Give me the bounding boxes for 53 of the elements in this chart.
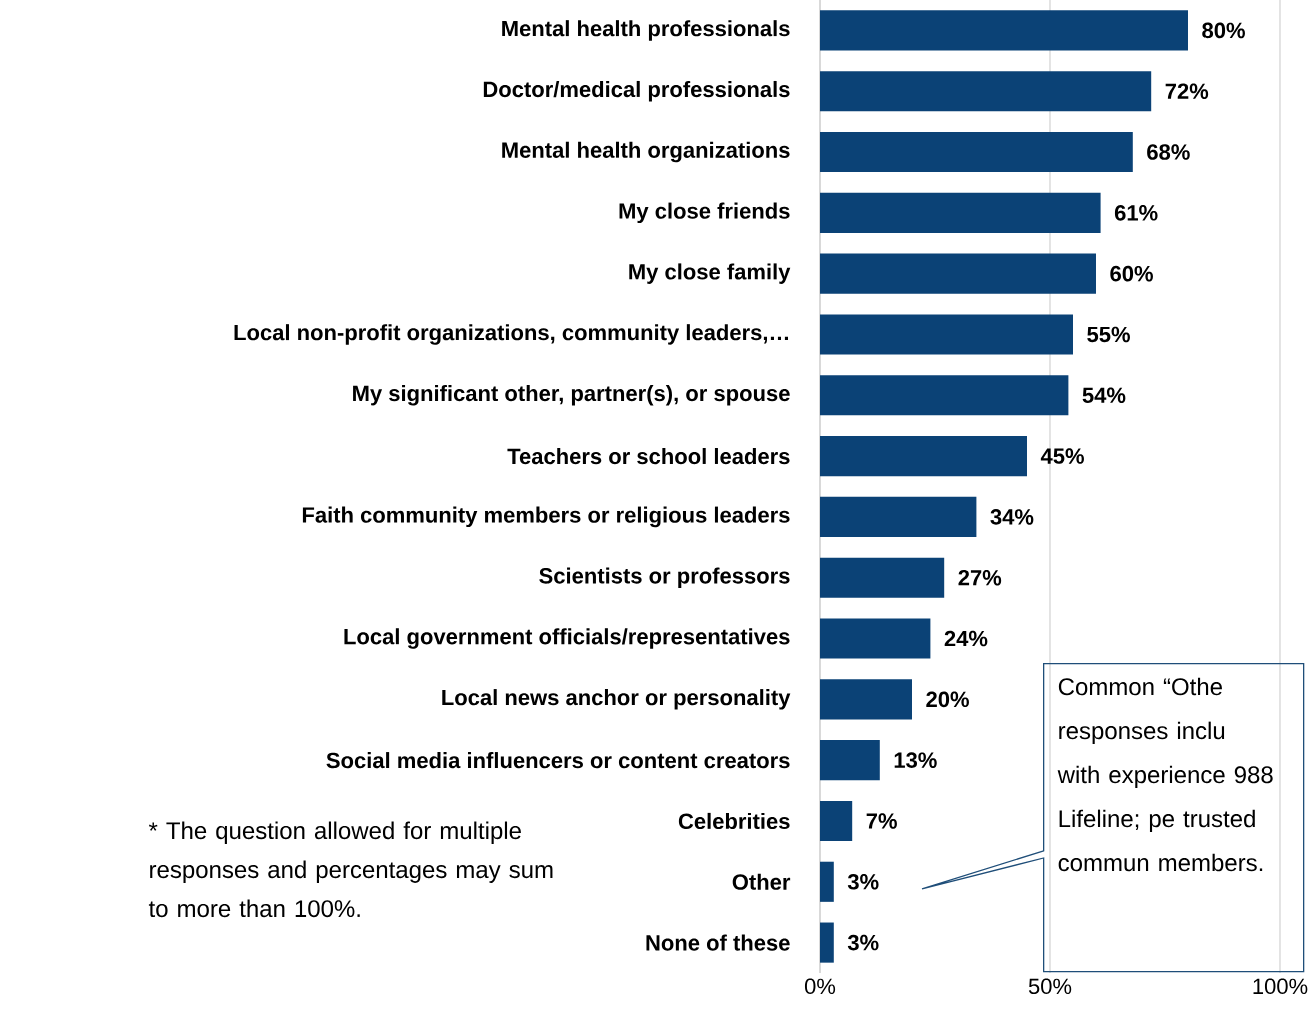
data-label: 55% — [1087, 326, 1130, 343]
y-tick-label: Teachers or school leaders — [507, 448, 790, 465]
data-label: 45% — [1040, 448, 1084, 464]
text: * The question allowed for multiple responses and percentages may sum to more than 100%. — [148, 821, 553, 918]
data-label: 61% — [1114, 205, 1158, 221]
bar — [820, 740, 880, 781]
y-tick-label: Social media influencers or content creators — [326, 752, 790, 769]
y-tick-label: My close family — [629, 263, 791, 284]
bar — [820, 436, 1027, 477]
y-tick-label: Mental health professionals — [502, 20, 790, 41]
bar — [820, 861, 834, 902]
data-label: 7% — [866, 813, 897, 829]
data-label: 68% — [1147, 144, 1190, 160]
y-tick-label: Doctor/medical professionals — [483, 80, 790, 102]
bar — [820, 314, 1073, 355]
data-label: 24% — [944, 630, 988, 647]
y-tick-label: Scientists or professors — [539, 567, 790, 588]
bar — [820, 679, 912, 720]
bar — [820, 192, 1101, 233]
data-label: 72% — [1165, 83, 1209, 99]
y-tick-label: Other — [732, 873, 791, 890]
data-label: 3% — [847, 934, 879, 951]
bar — [820, 618, 931, 659]
annotation: Common “Othe responses inclu with experience 988 Lifeline; pe trusted commun members. — [1057, 677, 1273, 872]
bar — [820, 131, 1133, 173]
x-tick-label: 100% — [1253, 978, 1308, 995]
y-tick-label: Local non-profit organizations, community leaders,… — [234, 324, 788, 345]
y-tick-label: Mental health organizations — [502, 141, 790, 163]
bar — [820, 10, 1188, 51]
data-label: 27% — [958, 569, 1002, 586]
bar — [820, 800, 853, 842]
data-label: 34% — [990, 509, 1034, 525]
bar — [820, 922, 834, 963]
data-label: 20% — [926, 691, 969, 708]
y-tick-label: Celebrities — [678, 812, 790, 830]
data-label: 80% — [1202, 22, 1245, 39]
y-tick-label: My significant other, partner(s), or spouse — [353, 384, 790, 406]
data-label: 60% — [1110, 265, 1153, 282]
bar — [820, 557, 945, 598]
y-tick-label: None of these — [646, 934, 790, 951]
data-label: 13% — [894, 752, 937, 768]
x-tick-label: 0% — [804, 978, 836, 995]
x-tick-label: 50% — [1028, 978, 1072, 995]
bar — [820, 496, 977, 537]
bar — [820, 253, 1096, 294]
y-tick-label: Local news anchor or personality — [442, 689, 791, 710]
y-tick-label: Faith community members or religious leaders — [302, 506, 790, 528]
y-tick-label: Local government officials/representatives — [344, 628, 790, 649]
y-tick-label: My close friends — [619, 202, 790, 224]
data-label: 54% — [1082, 387, 1126, 404]
data-label: 3% — [847, 873, 879, 890]
bar — [820, 71, 1152, 112]
bar — [820, 375, 1069, 416]
